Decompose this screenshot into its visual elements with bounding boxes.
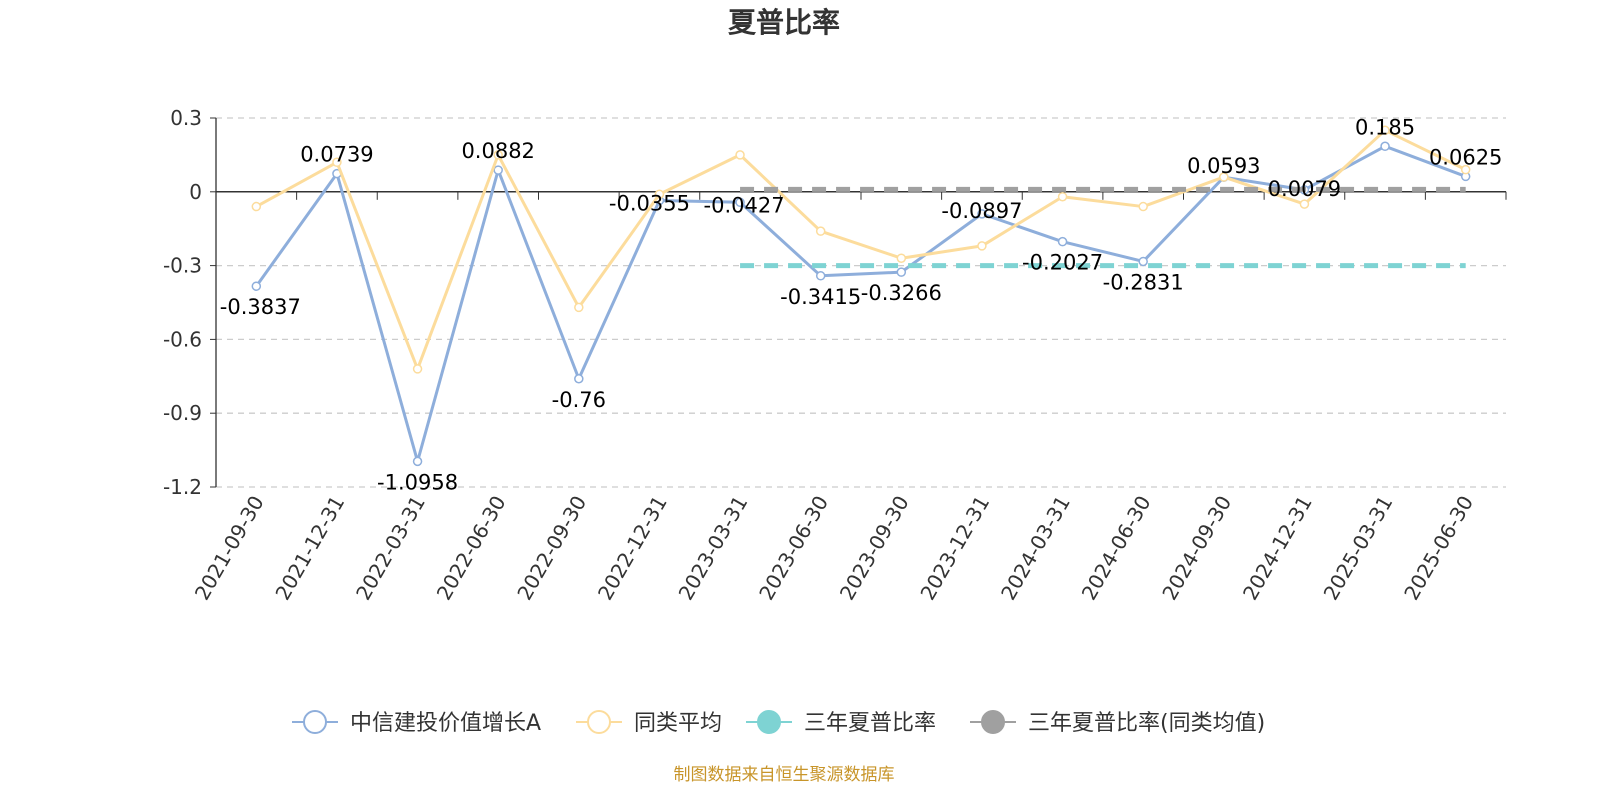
- data-point[interactable]: [251, 281, 262, 291]
- data-point[interactable]: [251, 201, 262, 212]
- x-tick-label: 2025-03-31: [1318, 492, 1397, 605]
- data-point[interactable]: [412, 456, 423, 467]
- data-label: 0.185: [1355, 115, 1415, 139]
- data-point[interactable]: [977, 241, 987, 251]
- data-point[interactable]: [493, 150, 503, 160]
- data-labels: -0.3837 0.0739 -1.0958 0.0882 -0.76 -0.0355 -0…: [220, 115, 1503, 494]
- x-tick-label: 2023-09-30: [835, 492, 914, 605]
- legend-item-1[interactable]: 同类平均: [576, 710, 722, 736]
- data-label: -1.0958: [377, 470, 458, 494]
- x-tick-label: 2021-09-30: [190, 492, 269, 605]
- data-point[interactable]: [1219, 172, 1229, 182]
- y-tick-label: 0: [189, 180, 202, 204]
- data-point[interactable]: [896, 267, 907, 277]
- series-layer: [251, 125, 1471, 467]
- data-point[interactable]: [1057, 191, 1068, 202]
- data-label: -0.0427: [704, 193, 785, 217]
- data-label: 0.0739: [300, 143, 373, 167]
- x-tick-label: 2022-06-30: [432, 492, 511, 605]
- x-tick-label: 2021-12-31: [270, 492, 349, 605]
- data-point[interactable]: [574, 374, 584, 384]
- legend-item-3[interactable]: 三年夏普比率(同类均值): [970, 710, 1265, 736]
- data-label: -0.2831: [1103, 270, 1184, 294]
- x-tick-label: 2024-12-31: [1238, 492, 1317, 605]
- data-label: -0.2027: [1022, 251, 1103, 275]
- x-tick-label: 2024-03-31: [996, 492, 1075, 605]
- data-point[interactable]: [815, 226, 826, 236]
- data-point[interactable]: [654, 189, 665, 200]
- x-tick-label: 2025-06-30: [1399, 492, 1478, 605]
- data-label: -0.0897: [941, 199, 1022, 223]
- legend-marker-icon: [303, 710, 327, 734]
- data-point[interactable]: [1138, 256, 1148, 267]
- data-label: -0.3415: [780, 285, 861, 309]
- data-label: 0.0882: [461, 139, 534, 163]
- series-line-0: [255, 144, 1467, 463]
- legend-marker-icon: [981, 710, 1005, 734]
- x-tick-label: 2022-12-31: [593, 492, 672, 605]
- data-point[interactable]: [1460, 164, 1471, 175]
- x-tick-label: 2024-06-30: [1077, 492, 1156, 605]
- data-label: 0.0625: [1429, 145, 1502, 169]
- legend-label: 三年夏普比率: [804, 711, 936, 736]
- data-label: 0.0079: [1268, 177, 1341, 201]
- data-point[interactable]: [1299, 199, 1310, 209]
- legend[interactable]: 中信建投价值增长A 同类平均 三年夏普比率 三年夏普比率(同类均值): [292, 710, 1265, 736]
- data-point[interactable]: [1380, 125, 1390, 136]
- data-point[interactable]: [815, 271, 826, 281]
- y-tick-label: -0.9: [163, 401, 202, 425]
- legend-item-0[interactable]: 中信建投价值增长A: [292, 710, 541, 736]
- data-point[interactable]: [332, 157, 342, 168]
- data-point[interactable]: [1380, 141, 1390, 152]
- data-point[interactable]: [896, 253, 907, 263]
- x-tick-label: 2022-03-31: [351, 492, 430, 605]
- data-label: -0.3266: [861, 281, 942, 305]
- series-line-1: [255, 128, 1467, 371]
- data-point[interactable]: [735, 150, 745, 160]
- y-tick-label: -1.2: [163, 475, 202, 499]
- y-axis: 0.3 0 -0.3 -0.6 -0.9 -1.2: [163, 106, 217, 499]
- legend-label: 中信建投价值增长A: [350, 711, 541, 736]
- data-label: -0.3837: [220, 295, 301, 319]
- x-tick-label: 2023-06-30: [754, 492, 833, 605]
- data-source-note: 制图数据来自恒生聚源数据库: [674, 765, 895, 785]
- chart-title: 夏普比率: [728, 6, 840, 39]
- x-tick-label: 2022-09-30: [512, 492, 591, 605]
- data-label: 0.0593: [1187, 154, 1260, 178]
- legend-marker-icon: [757, 710, 781, 734]
- x-tick-label: 2023-03-31: [673, 492, 752, 605]
- data-label: -0.76: [552, 388, 606, 412]
- data-point[interactable]: [977, 209, 987, 219]
- data-point[interactable]: [1138, 201, 1148, 212]
- y-tick-label: -0.3: [163, 254, 202, 278]
- x-tick-label: 2023-12-31: [915, 492, 994, 605]
- data-point[interactable]: [735, 197, 745, 208]
- x-tick-label: 2024-09-30: [1157, 492, 1236, 605]
- data-label: -0.0355: [609, 192, 690, 216]
- legend-marker-icon: [587, 710, 611, 734]
- y-tick-label: 0.3: [170, 106, 202, 130]
- x-axis: 2021-09-30 2021-12-31 2022-03-31 2022-06-30…: [190, 191, 1507, 605]
- data-point[interactable]: [493, 165, 503, 175]
- legend-label: 三年夏普比率(同类均值): [1028, 711, 1265, 736]
- legend-item-2[interactable]: 三年夏普比率: [746, 710, 936, 736]
- data-point[interactable]: [1057, 236, 1068, 247]
- y-tick-label: -0.6: [163, 327, 202, 351]
- legend-label: 同类平均: [634, 711, 722, 736]
- data-point[interactable]: [574, 302, 584, 313]
- data-point[interactable]: [412, 364, 423, 374]
